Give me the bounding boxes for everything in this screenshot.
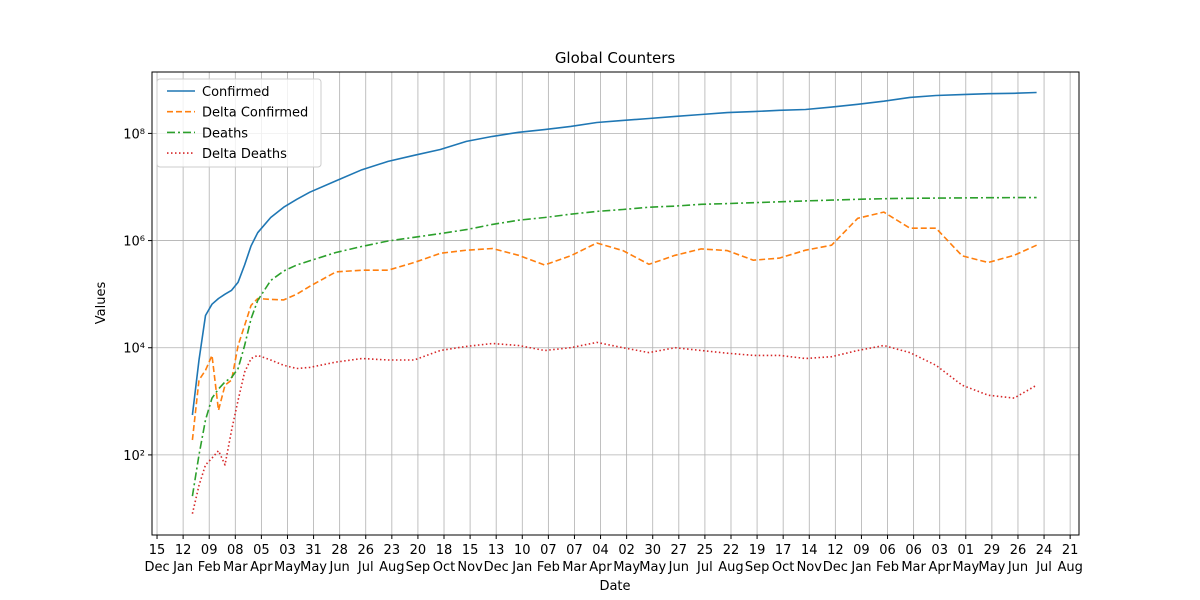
x-tick-label: 07 Mar — [562, 543, 587, 575]
x-tick-label: 20 Sep — [406, 543, 431, 575]
plot-frame — [151, 71, 1080, 536]
x-tick-label: 18 Oct — [433, 543, 455, 575]
x-tick-label: 10 Jan — [511, 543, 532, 575]
x-tick-label: 22 Aug — [718, 543, 743, 575]
y-tick-label: 10² — [123, 449, 145, 464]
x-tick-label: 26 Jul — [357, 543, 374, 575]
x-tick-label: 03 Apr — [928, 543, 951, 575]
x-tick-label: 13 Dec — [484, 543, 509, 575]
x-tick-label: 15 Nov — [457, 543, 483, 575]
legend-label: Delta Confirmed — [202, 106, 308, 121]
legend: Confirmed Delta Confirmed Deaths Delta Deat… — [156, 78, 322, 168]
legend-label: Delta Deaths — [202, 147, 287, 162]
legend-label: Deaths — [202, 126, 248, 141]
x-tick-label: 09 Jan — [850, 543, 871, 575]
x-tick-label: 31 May — [300, 543, 327, 575]
x-tick-label: 17 Oct — [772, 543, 794, 575]
y-axis-label: Values — [94, 282, 109, 325]
x-tick-label: 30 May — [639, 543, 666, 575]
x-tick-label: 23 Aug — [379, 543, 404, 575]
series-line — [191, 211, 1037, 441]
x-tick-label: 06 Mar — [901, 543, 926, 575]
x-tick-label: 27 Jun — [668, 543, 689, 575]
x-tick-label: 05 Apr — [250, 543, 273, 575]
x-tick-label: 09 Feb — [198, 543, 221, 575]
lines — [191, 91, 1037, 514]
x-tick-label: 03 May — [274, 543, 301, 575]
legend-label: Confirmed — [202, 85, 270, 100]
x-tick-label: 14 Nov — [797, 543, 823, 575]
x-tick-label: 02 May — [613, 543, 640, 575]
series-line — [191, 196, 1037, 497]
x-tick-label: 24 Jul — [1035, 543, 1052, 575]
x-tick-label: 07 Feb — [537, 543, 560, 575]
x-tick-label: 08 Mar — [223, 543, 248, 575]
x-tick-label: 12 Jan — [172, 543, 193, 575]
x-tick-label: 29 May — [978, 543, 1005, 575]
x-tick-label: 06 Feb — [876, 543, 899, 575]
x-axis-label: Date — [599, 579, 630, 594]
series-line — [191, 91, 1037, 416]
y-tick-label: 10⁶ — [123, 235, 145, 250]
y-tick-label: 10⁴ — [123, 342, 145, 357]
x-tick-label: 12 Dec — [823, 543, 848, 575]
y-tick-label: 10⁸ — [123, 127, 145, 142]
legend-box — [156, 78, 322, 168]
x-tick-label: 19 Sep — [745, 543, 770, 575]
x-tick-label: 25 Jul — [696, 543, 713, 575]
chart-title: Global Counters — [555, 49, 676, 67]
x-tick-label: 15 Dec — [144, 543, 169, 575]
x-tick-label: 21 Aug — [1057, 543, 1082, 575]
x-tick-label: 28 Jun — [328, 543, 349, 575]
x-tick-label: 26 Jun — [1007, 543, 1028, 575]
x-tick-label: 01 May — [952, 543, 979, 575]
x-tick-label: 04 Apr — [589, 543, 612, 575]
